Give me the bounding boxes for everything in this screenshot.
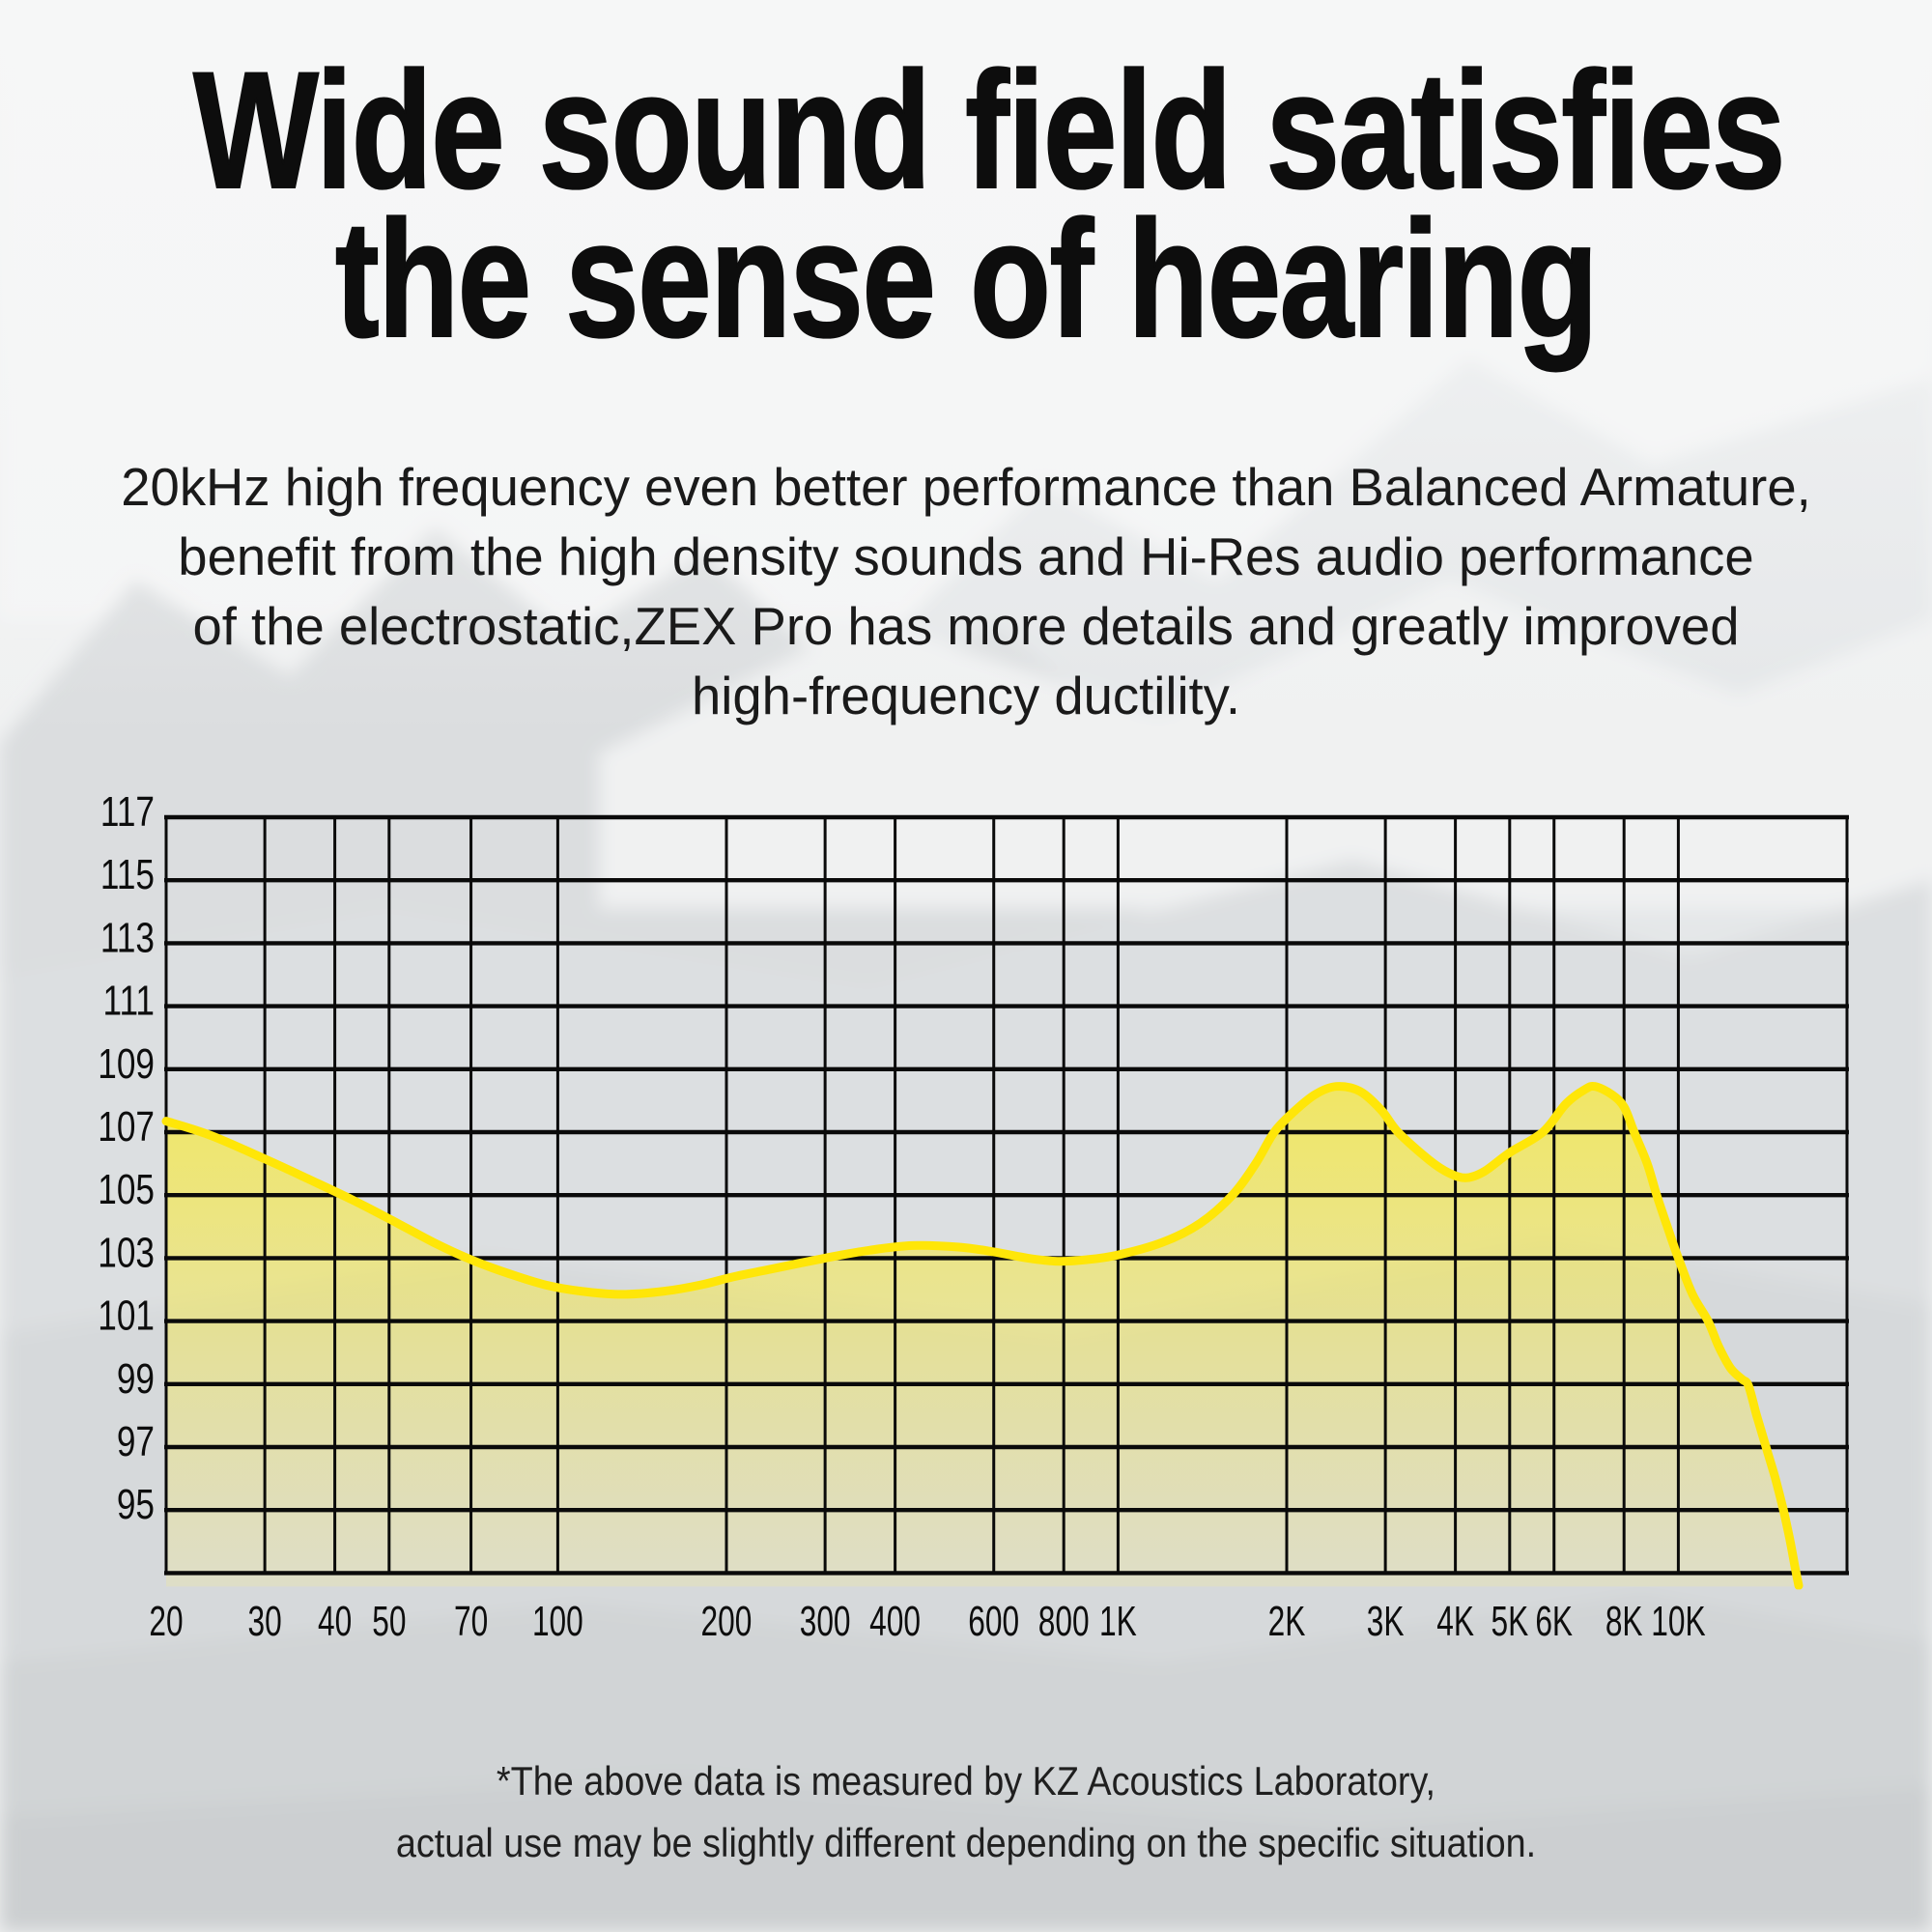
x-axis-tick-label: 1K: [1099, 1598, 1137, 1645]
x-axis-tick-label: 3K: [1367, 1598, 1405, 1645]
y-axis-tick-label: 111: [103, 978, 155, 1025]
x-axis-tick-label: 4K: [1436, 1598, 1474, 1645]
y-axis-tick-label: 103: [98, 1230, 155, 1277]
x-axis-tick-label: 300: [800, 1598, 851, 1645]
page-title-line-1: Wide sound field satisfies: [192, 38, 1786, 223]
response-area-fill: [166, 1086, 1799, 1587]
x-axis-tick-label: 50: [372, 1598, 406, 1645]
x-axis-tick-label: 70: [454, 1598, 488, 1645]
x-axis-tick-label: 30: [247, 1598, 281, 1645]
x-axis-tick-label: 8K: [1605, 1598, 1643, 1645]
description-line: of the electrostatic,ZEX Pro has more de…: [192, 596, 1740, 656]
description-line: high-frequency ductility.: [692, 666, 1240, 725]
x-axis-tick-label: 20: [149, 1598, 183, 1645]
x-axis-tick-label: 200: [701, 1598, 753, 1645]
y-axis-tick-label: 105: [98, 1167, 155, 1214]
y-axis-tick-label: 113: [100, 915, 155, 962]
y-axis-tick-label: 97: [117, 1418, 155, 1465]
footnote: *The above data is measured by KZ Acoust…: [0, 1750, 1932, 1874]
description-line: benefit from the high density sounds and…: [178, 526, 1754, 586]
x-axis-tick-label: 5K: [1491, 1598, 1528, 1645]
y-axis-tick-label: 107: [98, 1103, 155, 1151]
x-axis-tick-label: 400: [869, 1598, 921, 1645]
footnote-line: *The above data is measured by KZ Acoust…: [496, 1758, 1436, 1804]
x-axis-tick-label: 40: [318, 1598, 352, 1645]
x-axis-tick-label: 100: [532, 1598, 583, 1645]
x-axis-tick-label: 2K: [1268, 1598, 1306, 1645]
page-title: Wide sound field satisfies the sense of …: [0, 38, 1932, 372]
y-axis-tick-label: 115: [100, 852, 155, 899]
x-axis-tick-label: 6K: [1535, 1598, 1573, 1645]
y-axis-tick-label: 109: [98, 1040, 155, 1088]
page-title-line-2: the sense of hearing: [334, 186, 1599, 372]
response-curve: [161, 1081, 1804, 1590]
x-axis-tick-label: 10K: [1651, 1598, 1706, 1645]
x-axis-tick-label: 600: [968, 1598, 1019, 1645]
description-paragraph: 20kHz high frequency even better perform…: [0, 452, 1932, 730]
y-axis-tick-label: 117: [100, 788, 155, 836]
bg-sky-veil: [0, 0, 1932, 734]
footnote-line: actual use may be slightly different dep…: [395, 1820, 1537, 1865]
y-axis-tick-label: 101: [98, 1293, 155, 1340]
y-axis-tick-label: 95: [117, 1482, 155, 1529]
description-line: 20kHz high frequency even better perform…: [121, 457, 1811, 517]
x-axis-tick-label: 800: [1038, 1598, 1090, 1645]
y-axis-tick-label: 99: [117, 1355, 155, 1403]
